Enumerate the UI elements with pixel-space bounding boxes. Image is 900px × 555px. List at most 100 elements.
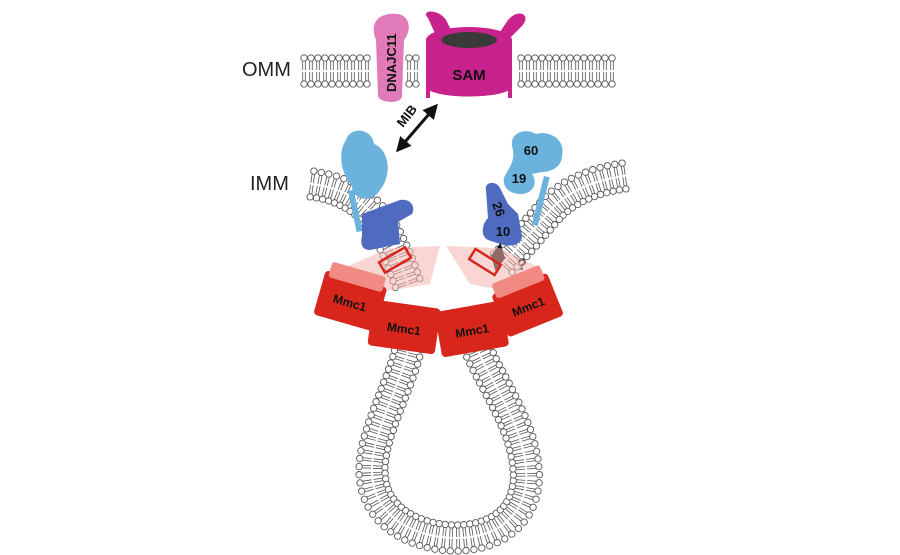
lipid-tail	[489, 390, 498, 396]
lipid-head	[596, 163, 604, 172]
lipid-tail	[374, 483, 384, 487]
lipid-tail	[494, 376, 503, 382]
lipid-head	[381, 457, 390, 466]
lipid-tail	[402, 372, 411, 377]
lipid-head	[523, 252, 531, 261]
lipid-tail	[584, 187, 590, 196]
lipid-tail	[524, 224, 532, 231]
lipid-tail	[519, 431, 529, 435]
omm-label: OMM	[242, 59, 291, 81]
lipid-head	[357, 447, 365, 455]
lipid-tail	[364, 444, 374, 448]
lipid-head	[447, 521, 456, 529]
lipid-tail	[373, 458, 383, 461]
lipid-tail	[481, 352, 491, 357]
mmc1-helix-left	[377, 245, 413, 275]
lipid-head	[363, 80, 371, 88]
lipid-head	[525, 511, 533, 519]
lipid-tail	[491, 394, 500, 400]
lipid-tail	[498, 409, 508, 414]
lipid-tail	[362, 479, 372, 482]
lipid-head	[349, 80, 357, 88]
lipid-tail	[422, 523, 426, 533]
lipid-head	[534, 487, 542, 495]
lipid-head	[538, 80, 546, 88]
lipid-tail	[495, 379, 504, 385]
lipid-head	[411, 367, 420, 375]
mmc1-inner-left: Mmc1	[367, 300, 441, 355]
lipid-tail	[537, 226, 545, 233]
lipid-tail	[580, 177, 585, 186]
lipid-tail	[396, 388, 405, 392]
lipid-tail	[381, 394, 391, 399]
lipid-tail	[484, 382, 494, 388]
lipid-tail	[625, 176, 628, 186]
lipid-head	[374, 517, 382, 525]
mmc1-helix-right	[467, 247, 503, 277]
lipid-head	[622, 185, 630, 193]
lipid-head	[412, 54, 420, 62]
mmc1-inner-right: Mmc1	[434, 301, 509, 357]
lipid-tail	[381, 427, 391, 431]
lipid-tail	[484, 358, 494, 364]
lipid-tail	[513, 493, 523, 497]
lipid-tail	[399, 379, 409, 383]
lipid-head	[466, 360, 474, 368]
lipid-head	[387, 359, 395, 367]
lipid-tail	[378, 403, 387, 408]
lipid-tail	[384, 516, 392, 524]
lipid-head	[535, 470, 544, 479]
lipid-tail	[521, 503, 530, 508]
lipid-tail	[523, 242, 531, 249]
lipid-tail	[369, 202, 377, 210]
mmc1-outer-right: Mmc1	[492, 265, 563, 337]
lipid-tail	[510, 518, 518, 526]
lipid-tail	[373, 474, 383, 476]
lipid-head	[405, 54, 413, 62]
mic19-label: 19	[512, 171, 526, 186]
lipid-tail	[394, 509, 401, 518]
lipid-head	[314, 80, 322, 88]
mmc1-label-3: Mmc1	[454, 321, 490, 341]
lipid-tail	[517, 509, 527, 515]
lipid-tail	[468, 527, 471, 537]
dnajc11-protein: DNAJC11	[373, 13, 409, 102]
lipid-tail	[602, 181, 606, 191]
lipid-head	[475, 379, 484, 387]
lipid-head	[608, 54, 616, 62]
lipid-head	[535, 479, 543, 487]
lipid-tail	[373, 461, 383, 463]
lipid-head	[566, 80, 574, 88]
lipid-head	[526, 425, 535, 434]
lipid-tail	[408, 352, 418, 356]
lipid-head	[579, 197, 587, 206]
lipid-tail	[366, 437, 376, 441]
lipid-tail	[613, 167, 616, 177]
lipid-tail	[441, 538, 443, 548]
lipid-tail	[505, 425, 515, 430]
lipid-head	[493, 539, 501, 547]
lipid-tail	[367, 201, 375, 209]
lipid-tail	[385, 384, 395, 389]
lipid-tail	[597, 182, 602, 192]
lipid-tail	[587, 174, 592, 184]
lipid-tail	[433, 537, 436, 547]
lipid-tail	[513, 452, 523, 456]
lipid-tail	[558, 202, 566, 211]
lipid-head	[609, 187, 617, 195]
lipid-head	[532, 242, 541, 250]
lipid-head	[521, 411, 529, 420]
lipid-head	[349, 54, 357, 62]
lipid-tail	[383, 499, 391, 506]
lipid-head	[478, 544, 486, 552]
lipid-tail	[377, 440, 387, 444]
lipid-head	[318, 195, 327, 203]
lipid-tail	[505, 508, 513, 515]
lipid-tail	[414, 532, 418, 541]
lipid-tail	[362, 457, 372, 459]
lipid-tail	[373, 477, 383, 480]
lipid-tail	[512, 445, 522, 449]
lipid-tail	[324, 187, 328, 197]
lipid-tail	[397, 512, 404, 520]
lipid-head	[369, 510, 377, 518]
